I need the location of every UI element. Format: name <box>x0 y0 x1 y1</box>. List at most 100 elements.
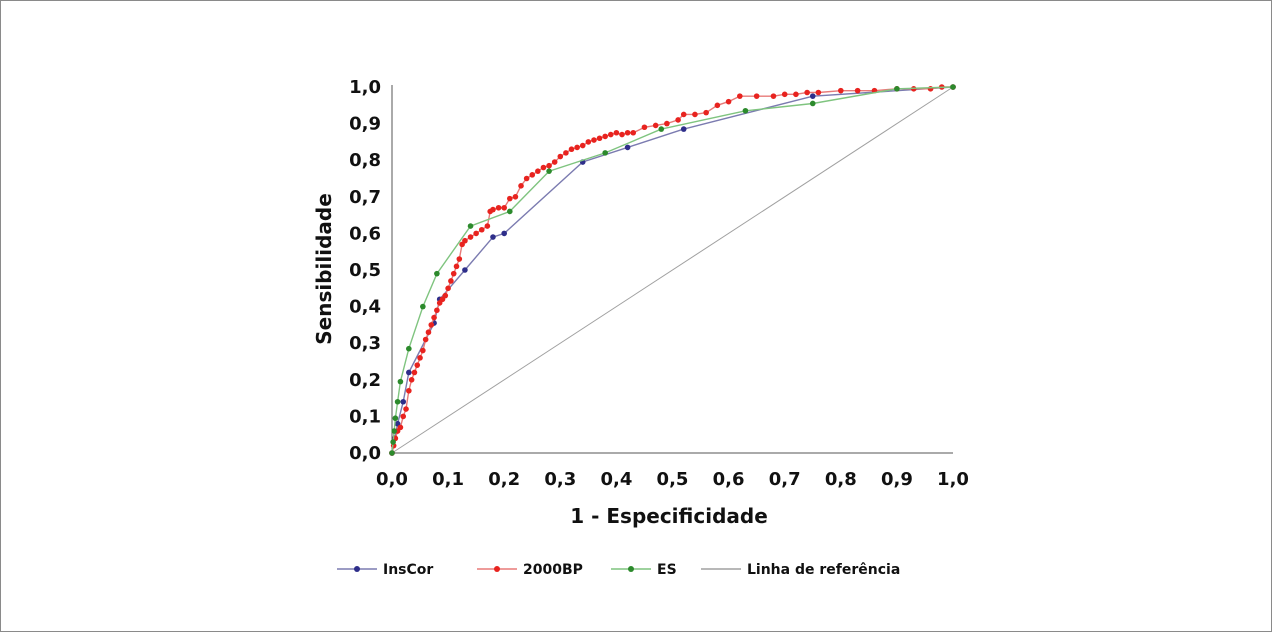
x-tick-label: 0,5 <box>657 469 689 490</box>
data-point <box>529 172 536 178</box>
x-tick-label: 0,2 <box>488 469 520 490</box>
data-point <box>753 93 760 99</box>
data-point <box>579 142 586 149</box>
data-point <box>431 314 437 321</box>
data-point <box>624 129 631 136</box>
data-point <box>425 329 432 336</box>
x-tick-label: 0,7 <box>769 469 801 490</box>
data-point <box>400 398 407 405</box>
data-point <box>574 144 580 151</box>
data-point <box>809 100 816 107</box>
data-point <box>793 91 799 98</box>
data-point <box>714 102 721 109</box>
axes <box>391 85 953 454</box>
data-point <box>501 204 508 211</box>
data-point <box>680 126 687 132</box>
data-point <box>397 424 404 431</box>
data-point <box>602 133 608 140</box>
data-point <box>596 135 603 142</box>
data-point <box>434 270 440 277</box>
data-point <box>585 139 592 145</box>
data-point <box>507 195 513 202</box>
data-point <box>390 439 396 445</box>
y-tick-label: 1,0 <box>349 77 381 98</box>
data-point <box>428 322 435 328</box>
data-point <box>551 159 558 165</box>
data-point <box>507 208 513 215</box>
data-point <box>546 162 552 169</box>
series-linha-de-refer-ncia <box>391 86 954 454</box>
data-point <box>725 98 732 105</box>
y-tick-label: 0,8 <box>349 150 381 171</box>
plot-area <box>389 84 956 456</box>
x-tick-label: 0,9 <box>881 469 913 490</box>
data-point <box>417 355 423 361</box>
data-point <box>607 131 614 138</box>
data-point <box>501 230 508 237</box>
legend-item-2000bp: 2000BP <box>477 562 583 578</box>
legend-swatch-marker <box>494 566 500 572</box>
data-point <box>613 129 620 136</box>
data-point <box>389 450 395 456</box>
data-point <box>804 89 810 96</box>
data-point <box>815 89 822 96</box>
data-point <box>630 129 637 136</box>
legend-swatch-marker <box>628 566 634 572</box>
data-point <box>737 93 743 99</box>
data-point <box>854 87 861 94</box>
x-tick-label: 0,3 <box>544 469 576 490</box>
data-point <box>652 122 659 129</box>
data-point <box>450 270 457 277</box>
data-point <box>400 413 407 420</box>
data-point <box>462 237 468 244</box>
data-point <box>950 84 956 90</box>
data-point <box>397 378 404 385</box>
data-point <box>394 398 401 405</box>
data-point <box>490 234 496 240</box>
data-point <box>602 150 608 156</box>
data-point <box>434 307 440 314</box>
legend-label: ES <box>657 562 677 578</box>
y-tick-label: 0,0 <box>349 443 381 464</box>
data-point <box>568 146 575 153</box>
data-point <box>535 168 541 174</box>
series-es <box>389 84 956 456</box>
data-point <box>591 137 597 143</box>
data-point <box>781 91 788 98</box>
data-point <box>680 111 687 118</box>
data-point <box>523 175 530 182</box>
y-tick-label: 0,3 <box>349 333 381 354</box>
y-axis-title: Sensibilidade <box>312 193 336 345</box>
data-point <box>456 256 463 262</box>
series-2000bp <box>389 84 956 456</box>
legend: InsCor 2000BP ES Linha de referência <box>337 562 900 578</box>
data-point <box>484 223 491 229</box>
data-point <box>495 204 502 211</box>
data-point <box>408 377 415 383</box>
legend-label: 2000BP <box>523 562 583 578</box>
x-tick-label: 0,0 <box>376 469 408 490</box>
legend-swatch-marker <box>354 566 360 572</box>
data-point <box>675 117 681 123</box>
data-point <box>391 428 398 434</box>
data-point <box>658 126 665 132</box>
data-point <box>406 345 412 352</box>
data-point <box>770 93 777 99</box>
data-point <box>411 369 418 376</box>
legend-label: InsCor <box>383 562 433 578</box>
y-tick-label: 0,9 <box>349 114 381 135</box>
data-point <box>467 234 474 240</box>
tick-labels: 0,0 0,1 0,2 0,3 0,4 0,5 0,6 0,7 0,8 0,9 1,0 0,0 0,1 0… <box>349 77 969 490</box>
data-point <box>445 285 451 292</box>
data-point <box>406 369 412 376</box>
y-tick-label: 0,4 <box>349 297 381 318</box>
data-point <box>546 168 552 174</box>
data-point <box>927 86 934 92</box>
data-point <box>403 406 409 412</box>
data-point <box>540 164 547 171</box>
data-point <box>703 109 709 116</box>
data-point <box>641 124 648 131</box>
data-point <box>392 415 399 422</box>
data-point <box>420 303 426 310</box>
